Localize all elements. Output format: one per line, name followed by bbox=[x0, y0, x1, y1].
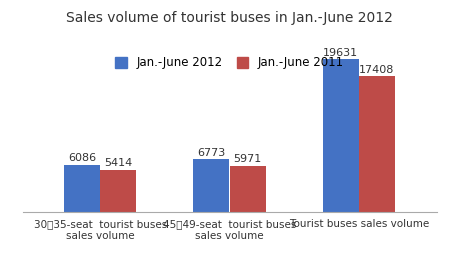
Title: Sales volume of tourist buses in Jan.-June 2012: Sales volume of tourist buses in Jan.-Ju… bbox=[66, 11, 393, 24]
Bar bbox=[359, 76, 395, 212]
Text: 17408: 17408 bbox=[359, 65, 395, 75]
Bar bbox=[193, 159, 230, 212]
Text: 6773: 6773 bbox=[197, 148, 225, 158]
Text: 5971: 5971 bbox=[234, 154, 262, 164]
Bar bbox=[323, 59, 359, 212]
Bar bbox=[100, 170, 136, 212]
Text: 5414: 5414 bbox=[104, 159, 132, 168]
Text: 19631: 19631 bbox=[323, 48, 358, 58]
Text: 6086: 6086 bbox=[68, 153, 96, 163]
Bar bbox=[230, 166, 266, 212]
Legend: Jan.-June 2012, Jan.-June 2011: Jan.-June 2012, Jan.-June 2011 bbox=[115, 57, 344, 69]
Bar bbox=[64, 165, 100, 212]
